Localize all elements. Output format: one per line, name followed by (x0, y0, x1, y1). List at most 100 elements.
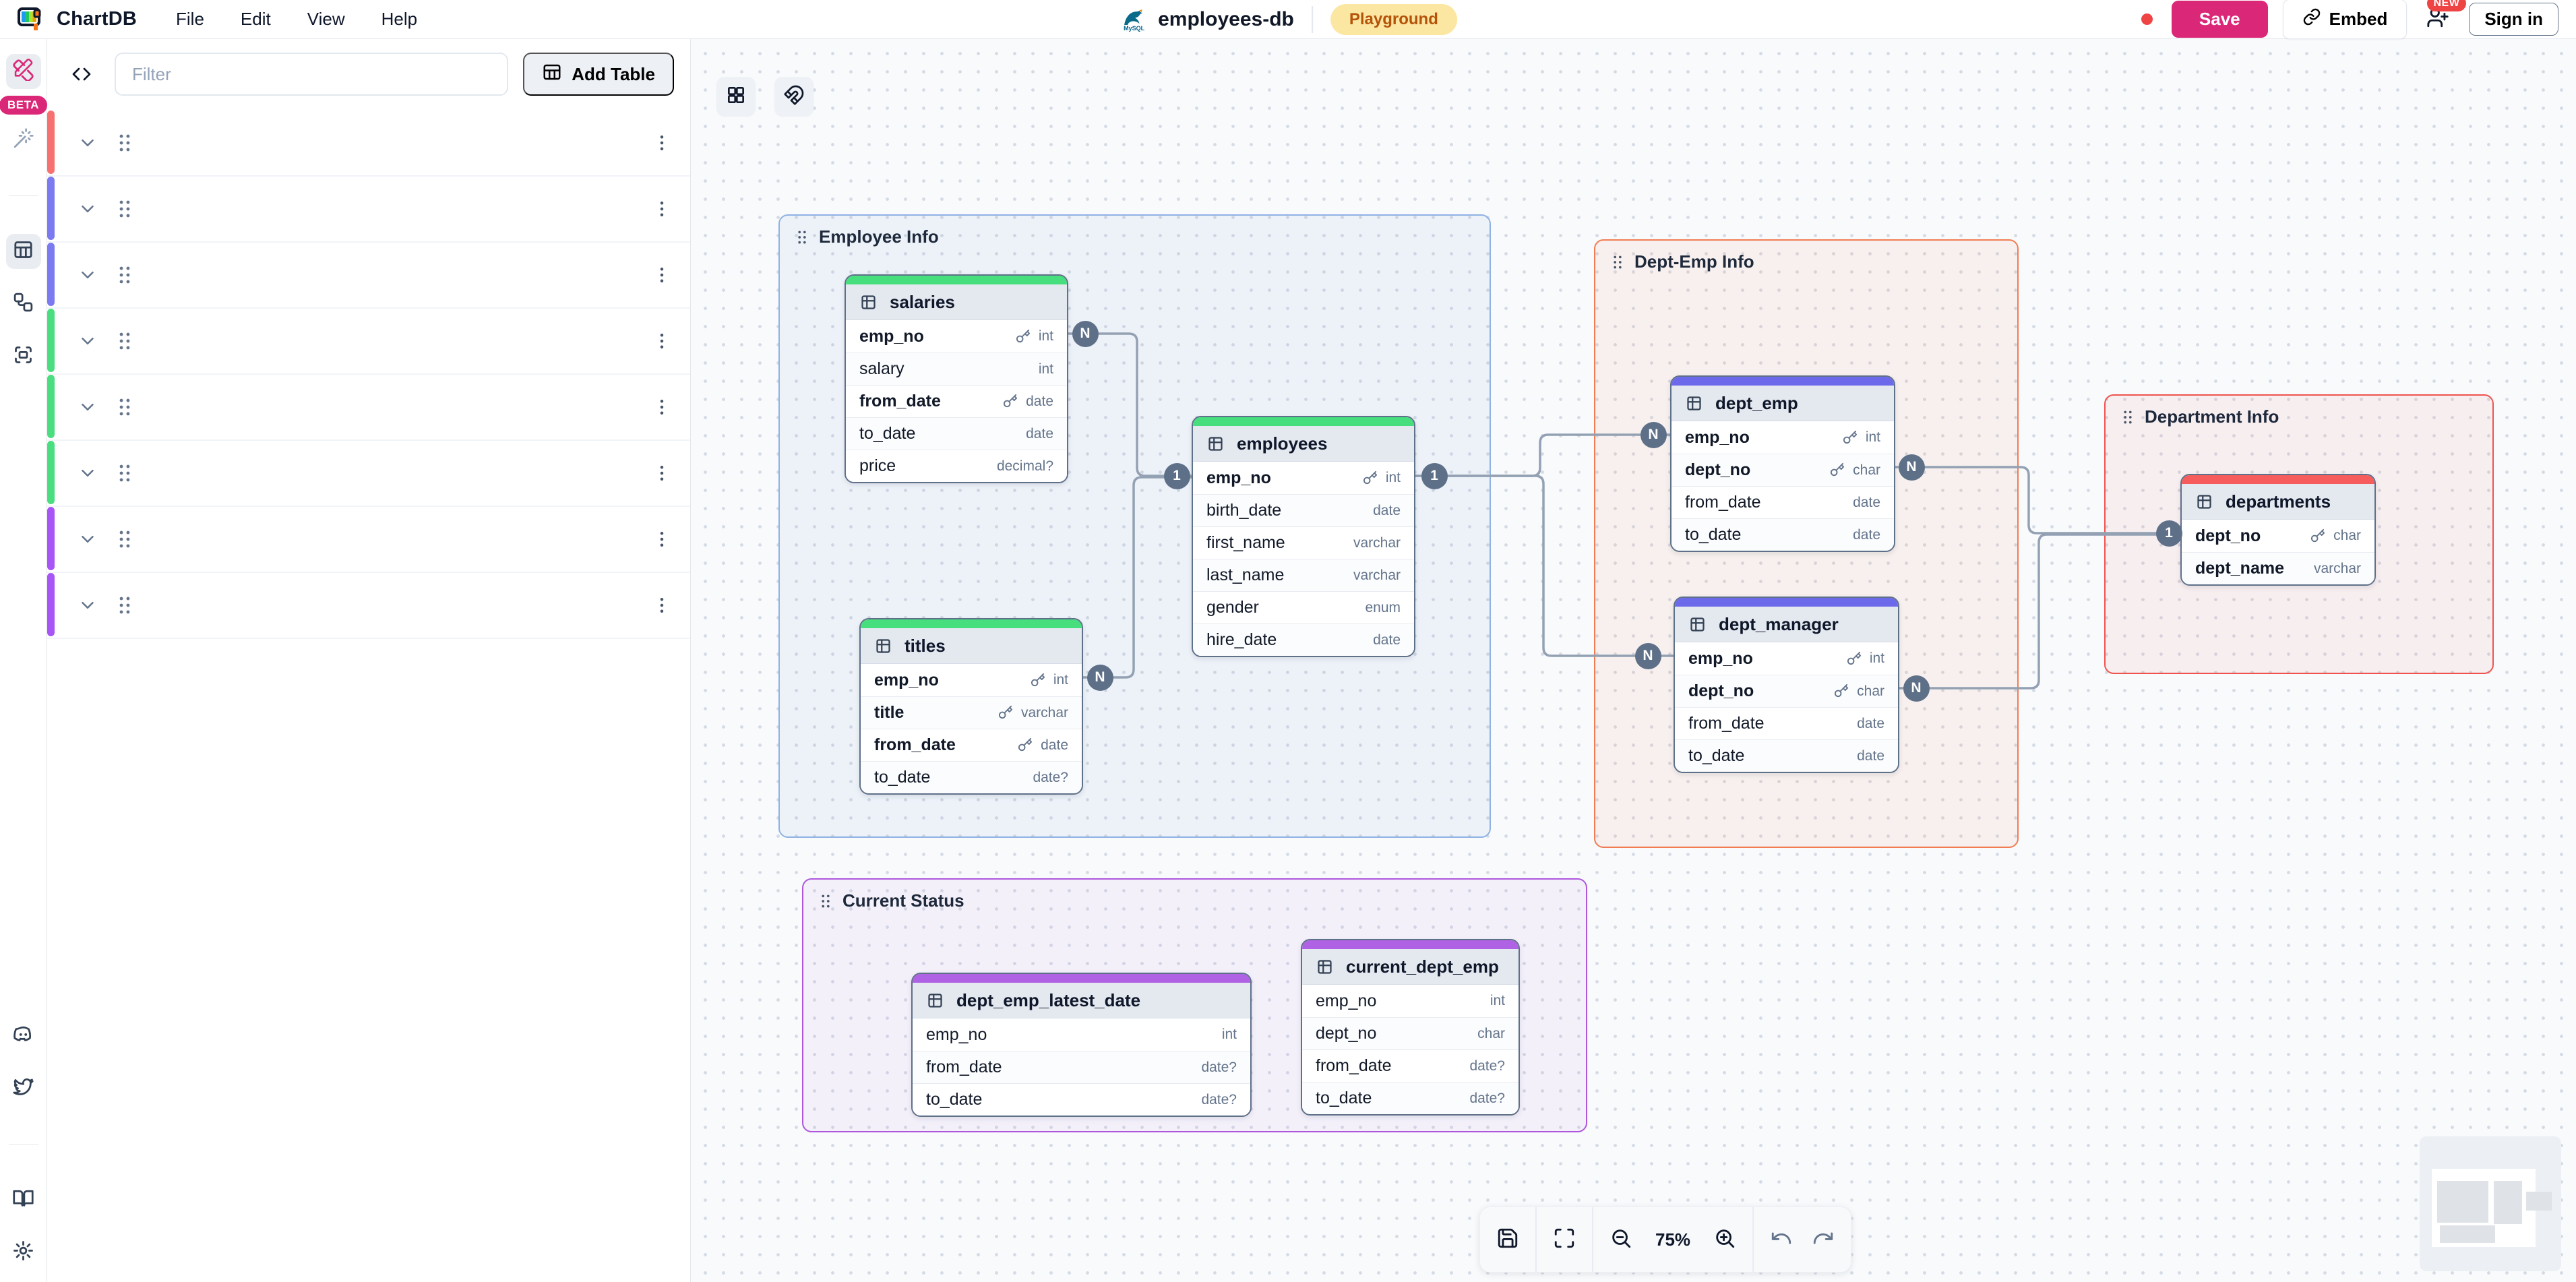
relationship-edge[interactable] (1894, 466, 2182, 535)
table-field-to_date[interactable]: to_date date (1675, 739, 1898, 772)
table-field-emp_no[interactable]: emp_no int (1302, 985, 1519, 1017)
sidebar-table-titles[interactable] (47, 441, 690, 507)
table-field-from_date[interactable]: from_date date? (913, 1051, 1250, 1083)
chevron-down-icon[interactable] (74, 262, 101, 288)
table-field-emp_no[interactable]: emp_no int (1672, 421, 1894, 454)
drag-handle-icon[interactable] (113, 594, 136, 617)
fullscreen-button[interactable] (1543, 1219, 1585, 1260)
add-table-button[interactable]: Add Table (523, 53, 674, 96)
table-field-dept_no[interactable]: dept_no char (1675, 675, 1898, 707)
table-node-header[interactable]: departments (2182, 484, 2374, 520)
canvas-magnet-button[interactable] (774, 77, 814, 116)
drag-handle-icon[interactable] (817, 892, 834, 910)
table-node-current_dept_emp[interactable]: current_dept_emp emp_no int dept_no char… (1301, 939, 1520, 1116)
drag-handle-icon[interactable] (113, 528, 136, 551)
table-field-from_date[interactable]: from_date date (846, 385, 1067, 417)
table-field-gender[interactable]: gender enum (1193, 591, 1414, 623)
table-node-header[interactable]: salaries (846, 284, 1067, 320)
invite-user-button[interactable]: NEW (2422, 0, 2467, 36)
table-field-birth_date[interactable]: birth_date date (1193, 494, 1414, 526)
menu-help[interactable]: Help (381, 9, 418, 29)
table-node-header[interactable]: dept_manager (1675, 607, 1898, 642)
table-node-dept_emp_latest_date[interactable]: dept_emp_latest_date emp_no int from_dat… (911, 973, 1252, 1117)
table-node-employees[interactable]: employees emp_no int birth_date date fir… (1192, 416, 1415, 657)
table-field-price[interactable]: price decimal? (846, 450, 1067, 482)
table-field-emp_no[interactable]: emp_no int (913, 1018, 1250, 1051)
drag-handle-icon[interactable] (113, 462, 136, 485)
table-field-to_date[interactable]: to_date date (1672, 518, 1894, 551)
table-node-salaries[interactable]: salaries emp_no int salary int from_date… (845, 274, 1068, 483)
table-node-header[interactable]: dept_emp_latest_date (913, 983, 1250, 1018)
drag-handle-icon[interactable] (113, 330, 136, 353)
chevron-down-icon[interactable] (74, 129, 101, 156)
drag-handle-icon[interactable] (113, 131, 136, 154)
kebab-menu-icon[interactable] (648, 526, 675, 553)
chevron-down-icon[interactable] (74, 460, 101, 487)
drag-handle-icon[interactable] (793, 228, 811, 246)
table-node-header[interactable]: current_dept_emp (1302, 949, 1519, 985)
table-field-from_date[interactable]: from_date date (1672, 486, 1894, 518)
sidebar-table-dept_emp[interactable] (47, 177, 690, 243)
table-field-salary[interactable]: salary int (846, 353, 1067, 385)
rail-magic-wand-button[interactable] (6, 123, 41, 158)
rail-tables-button[interactable] (5, 234, 41, 269)
canvas-grid-button[interactable] (716, 77, 756, 116)
rail-twitter-button[interactable] (6, 1071, 41, 1106)
rail-areas-button[interactable] (6, 339, 41, 374)
table-field-emp_no[interactable]: emp_no int (1675, 642, 1898, 675)
sidebar-table-departments[interactable] (47, 111, 690, 177)
table-node-titles[interactable]: titles emp_no int title varchar from_dat… (859, 618, 1083, 795)
chevron-down-icon[interactable] (74, 328, 101, 355)
menu-edit[interactable]: Edit (240, 9, 271, 29)
sidebar-table-dept_manager[interactable] (47, 243, 690, 309)
kebab-menu-icon[interactable] (648, 195, 675, 222)
table-node-dept_emp[interactable]: dept_emp emp_no int dept_no char from_da… (1670, 375, 1895, 552)
drag-handle-icon[interactable] (113, 197, 136, 220)
drag-handle-icon[interactable] (2119, 408, 2137, 426)
kebab-menu-icon[interactable] (648, 328, 675, 355)
undo-button[interactable] (1760, 1219, 1802, 1260)
sidebar-table-current_dept_emp[interactable] (47, 507, 690, 573)
table-node-header[interactable]: titles (861, 628, 1082, 664)
table-field-dept_name[interactable]: dept_name varchar (2182, 552, 2374, 584)
table-node-dept_manager[interactable]: dept_manager emp_no int dept_no char fro… (1674, 597, 1899, 773)
table-field-last_name[interactable]: last_name varchar (1193, 559, 1414, 591)
chevron-down-icon[interactable] (74, 195, 101, 222)
table-field-from_date[interactable]: from_date date (861, 729, 1082, 761)
save-button[interactable] (1487, 1219, 1529, 1260)
table-field-to_date[interactable]: to_date date? (861, 761, 1082, 793)
table-node-header[interactable]: employees (1193, 426, 1414, 462)
table-field-from_date[interactable]: from_date date (1675, 707, 1898, 739)
drag-handle-icon[interactable] (113, 264, 136, 286)
kebab-menu-icon[interactable] (648, 592, 675, 619)
rail-relationships-button[interactable] (6, 286, 41, 322)
minimap[interactable] (2420, 1136, 2561, 1271)
filter-input[interactable] (115, 53, 509, 96)
table-field-from_date[interactable]: from_date date? (1302, 1049, 1519, 1082)
table-field-title[interactable]: title varchar (861, 696, 1082, 729)
table-field-dept_no[interactable]: dept_no char (1672, 454, 1894, 486)
embed-button[interactable]: Embed (2282, 0, 2408, 39)
menu-file[interactable]: File (176, 9, 204, 29)
menu-view[interactable]: View (307, 9, 345, 29)
kebab-menu-icon[interactable] (648, 394, 675, 421)
table-field-emp_no[interactable]: emp_no int (846, 320, 1067, 353)
table-field-first_name[interactable]: first_name varchar (1193, 526, 1414, 559)
kebab-menu-icon[interactable] (648, 262, 675, 288)
kebab-menu-icon[interactable] (648, 460, 675, 487)
sidebar-table-employees[interactable] (47, 309, 690, 375)
chevron-down-icon[interactable] (74, 592, 101, 619)
table-field-emp_no[interactable]: emp_no int (861, 664, 1082, 696)
table-field-to_date[interactable]: to_date date? (1302, 1082, 1519, 1114)
rail-pencil-ruler-button[interactable] (5, 54, 41, 89)
save-button[interactable]: Save (2171, 1, 2268, 38)
zoom-out-button[interactable] (1600, 1219, 1642, 1260)
table-field-hire_date[interactable]: hire_date date (1193, 623, 1414, 656)
chevron-down-icon[interactable] (74, 394, 101, 421)
code-view-button[interactable] (63, 56, 100, 92)
zoom-in-button[interactable] (1704, 1219, 1746, 1260)
relationship-edge[interactable] (1067, 332, 1193, 477)
relationship-edge[interactable] (1414, 433, 1672, 477)
table-node-header[interactable]: dept_emp (1672, 386, 1894, 421)
sidebar-table-salaries[interactable] (47, 375, 690, 441)
